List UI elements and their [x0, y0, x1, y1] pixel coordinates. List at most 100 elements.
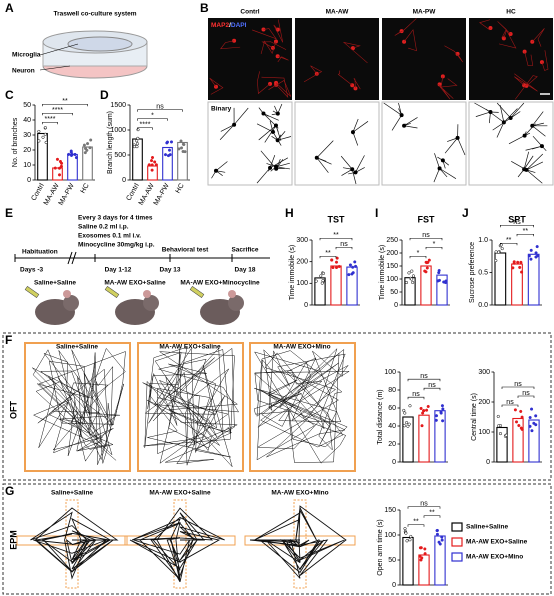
- schedule: Minocycline 30mg/kg i.p.: [78, 242, 155, 249]
- y-tick-label: 1500: [110, 102, 126, 109]
- binary-neurite: [219, 107, 249, 141]
- dot: [320, 281, 324, 285]
- dot: [348, 263, 352, 267]
- bar: [512, 417, 524, 463]
- y-tick-label: 0: [394, 302, 398, 309]
- dot: [410, 277, 414, 281]
- dot: [403, 527, 407, 531]
- phase: Behavioral test: [162, 247, 209, 254]
- chart-title: SPT: [508, 214, 526, 224]
- y-axis-label: Sucrose preference: [469, 242, 476, 303]
- significance-bracket: [319, 255, 337, 259]
- neurite: [277, 55, 289, 63]
- bar: [528, 419, 540, 463]
- dot: [319, 274, 323, 278]
- bar: [162, 146, 173, 181]
- y-tick-label: 300: [296, 237, 308, 244]
- dot: [135, 139, 139, 143]
- microglia-label: Microglia: [12, 52, 41, 59]
- dot: [405, 421, 409, 425]
- dot: [149, 159, 154, 163]
- significance-bracket: [319, 237, 353, 241]
- dot: [331, 265, 335, 270]
- column-label: Contrl: [240, 9, 259, 16]
- binary-neurite: [474, 102, 499, 124]
- pointer: [39, 43, 79, 56]
- binary-cell: [437, 166, 442, 171]
- dot: [418, 554, 422, 558]
- syringe: [24, 285, 40, 299]
- y-axis-label: Branch length (sum): [107, 111, 114, 174]
- significance-label: **: [506, 237, 512, 244]
- dot: [498, 432, 503, 436]
- y-axis-label: Time immobile (s): [289, 245, 296, 300]
- dot: [37, 139, 41, 143]
- significance-bracket: [42, 103, 88, 107]
- binary-neurite: [485, 105, 518, 138]
- binary-image: [294, 101, 380, 186]
- dot: [351, 271, 355, 275]
- dot: [422, 409, 426, 413]
- mouse-head: [228, 295, 244, 311]
- trajectory: [142, 346, 240, 467]
- significance-label: ns: [420, 373, 428, 380]
- dot: [494, 259, 498, 263]
- bar: [402, 416, 414, 463]
- neurite: [514, 75, 538, 100]
- significance-bracket: [42, 121, 58, 125]
- y-tick-label: 20: [388, 441, 396, 448]
- panel-letter: F: [5, 333, 12, 347]
- dot: [411, 274, 415, 278]
- dot: [528, 415, 532, 420]
- binary-cell: [274, 164, 279, 169]
- dot: [53, 166, 57, 170]
- significance-label: ns: [156, 104, 164, 111]
- chart-title: TST: [328, 214, 346, 224]
- binary-neurite: [525, 135, 547, 152]
- dot: [529, 257, 533, 261]
- y-tick-label: 0: [486, 459, 490, 466]
- binary-cell: [440, 158, 445, 163]
- binary-neurite: [258, 107, 279, 129]
- column-label: MA-AW: [326, 9, 350, 16]
- dot: [419, 406, 423, 410]
- bar: [494, 252, 507, 306]
- dot: [442, 280, 446, 284]
- dot: [437, 540, 441, 544]
- dot: [135, 142, 140, 146]
- bar: [82, 146, 93, 181]
- epm-title: MA-AW EXO+Mino: [271, 490, 328, 497]
- bar: [496, 426, 508, 463]
- epm-title: Saline+Saline: [51, 490, 93, 497]
- dot: [67, 152, 71, 156]
- closed-arm: [173, 499, 187, 589]
- dot: [55, 157, 60, 161]
- y-axis-label: Central time (s): [471, 393, 478, 441]
- bar: [147, 165, 158, 181]
- dot: [334, 265, 339, 270]
- column-label: HC: [506, 9, 516, 16]
- bar: [434, 410, 446, 463]
- neurite: [532, 28, 545, 47]
- neurite: [353, 78, 361, 90]
- legend-label: MA-AW EXO+Mino: [466, 554, 523, 561]
- significance-label: **: [523, 228, 529, 235]
- significance-bracket: [407, 396, 425, 400]
- chart-title: FST: [418, 214, 436, 224]
- dot: [504, 433, 508, 437]
- neurite: [268, 80, 292, 97]
- timeline-break: [67, 251, 73, 265]
- phase: Sacrifice: [231, 247, 258, 254]
- dot: [321, 271, 326, 275]
- syringe: [189, 285, 205, 299]
- binary-image: [207, 101, 293, 186]
- dot: [43, 126, 47, 130]
- binary-cell: [273, 123, 278, 128]
- open-arm: [16, 535, 128, 546]
- dot: [153, 160, 157, 164]
- dot: [74, 156, 78, 160]
- bar: [37, 132, 48, 181]
- group: Saline+Saline: [34, 280, 76, 287]
- mouse-head: [143, 295, 159, 311]
- dot: [154, 163, 158, 167]
